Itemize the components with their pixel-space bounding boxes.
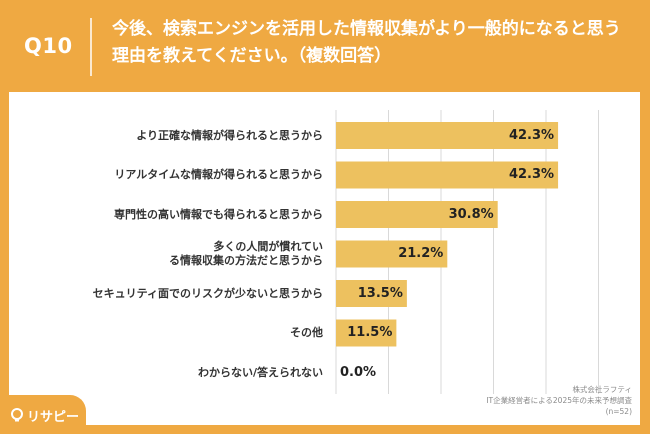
value-label: 21.2%	[398, 246, 444, 261]
bar	[336, 319, 397, 347]
bar-chart	[335, 110, 599, 394]
category-label: 多くの人間が慣れてい る情報収集の方法だと思うから	[169, 240, 323, 267]
bar	[336, 240, 448, 268]
value-label: 42.3%	[508, 167, 555, 182]
lightbulb-icon	[11, 408, 23, 422]
category-label: より正確な情報が得られると思うから	[136, 128, 323, 142]
value-label: 0.0%	[340, 364, 377, 380]
source-sample: (n=52)	[605, 407, 632, 416]
value-label: 13.5%	[357, 285, 403, 301]
category-label: リアルタイムな情報が得られると思うから	[114, 168, 323, 181]
question-header: Q10 今後、検索エンジンを活用した情報収集がより一般的になると思う理由を教えて…	[0, 0, 650, 92]
brand-logo: リサピー	[0, 395, 86, 434]
question-title: 今後、検索エンジンを活用した情報収集がより一般的になると思う理由を教えてください…	[112, 19, 621, 66]
bar	[336, 122, 559, 149]
value-label: 11.5%	[347, 325, 393, 340]
bar	[336, 280, 407, 307]
value-label: 42.3%	[508, 127, 555, 143]
category-label: 専門性の高い情報でも得られると思うから	[114, 207, 323, 221]
source-note: 株式会社ラフティ IT企業経営者による2025年の未来予想調査 (n=52)	[486, 384, 632, 417]
chart-panel: より正確な情報が得られると思うから 42.3% リアルタイムな情報が得られると思うか…	[9, 92, 640, 425]
category-label: セキュリティ面でのリスクが少ないと思うから	[92, 286, 323, 300]
brand-name: リサピー	[27, 410, 80, 425]
bar	[336, 161, 559, 189]
value-label: 30.8%	[448, 206, 494, 222]
category-label: その他	[290, 326, 323, 339]
header-divider	[90, 18, 92, 76]
question-number: Q10	[24, 34, 73, 58]
source-survey: IT企業経営者による2025年の未来予想調査	[486, 396, 632, 405]
bar	[336, 201, 498, 228]
category-label: わからない/答えられない	[197, 365, 323, 379]
source-company: 株式会社ラフティ	[572, 385, 632, 394]
